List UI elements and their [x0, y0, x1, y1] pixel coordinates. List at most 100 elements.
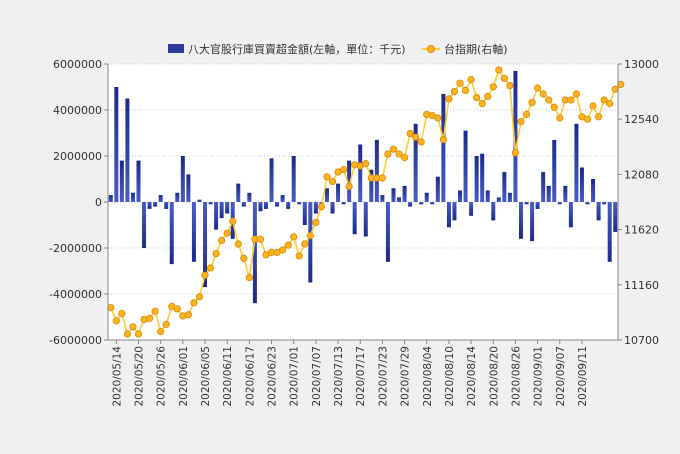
line-point: [384, 150, 392, 158]
line-point: [473, 94, 481, 102]
bar: [336, 183, 341, 202]
bar: [613, 202, 618, 232]
bar: [541, 172, 546, 202]
bar: [385, 202, 390, 262]
line-point: [301, 240, 309, 248]
bar: [546, 185, 551, 202]
x-tick-label: 2020/07/13: [333, 346, 345, 407]
bar: [275, 202, 280, 207]
bar: [380, 195, 385, 202]
bar: [286, 202, 291, 209]
line-point: [445, 95, 453, 103]
line-point: [389, 145, 398, 153]
bar: [358, 144, 363, 202]
bar: [474, 156, 479, 202]
line-point: [461, 86, 470, 95]
x-tick-label: 2020/07/17: [355, 346, 367, 407]
line-point: [467, 76, 475, 84]
line-point: [173, 305, 181, 313]
bar: [513, 70, 518, 203]
line-point: [567, 96, 575, 104]
legend-line-label: 台指期(右軸): [444, 42, 508, 56]
line-point: [495, 66, 503, 74]
line-point: [145, 314, 154, 322]
bar: [458, 190, 463, 202]
line-point: [450, 88, 459, 96]
x-tick-label: 2020/06/01: [178, 346, 190, 407]
line-point: [245, 273, 253, 282]
bar: [463, 130, 468, 202]
line-point: [517, 118, 525, 126]
line-point: [234, 240, 242, 248]
bar: [147, 202, 152, 209]
line-point: [201, 271, 209, 279]
bar: [347, 160, 352, 202]
bar: [130, 192, 135, 202]
line-point: [484, 92, 492, 101]
bar: [203, 202, 208, 288]
bar: [585, 202, 590, 205]
line-point: [328, 178, 337, 186]
line-point: [279, 246, 287, 254]
bar: [119, 160, 124, 202]
right-axis-ticks: 13000 12540 12080 11620 11160 10700: [618, 58, 659, 347]
x-tick-label: 2020/07/23: [377, 346, 389, 407]
legend: 八大官股行庫買賣超金額(左軸，單位：千元) 台指期(右軸): [168, 42, 508, 56]
bar: [142, 202, 147, 248]
bar: [313, 202, 318, 214]
x-tick-label: 2020/08/14: [466, 346, 478, 407]
bar: [241, 202, 246, 207]
bar: [114, 87, 119, 202]
line-point: [212, 250, 220, 258]
bar: [225, 202, 230, 214]
bar: [302, 202, 307, 225]
line-point: [556, 114, 564, 122]
bar: [197, 199, 202, 202]
bar: [397, 197, 402, 202]
line-point: [511, 149, 520, 157]
bar: [169, 202, 174, 265]
x-tick-label: 2020/05/14: [111, 346, 123, 407]
bar: [485, 190, 490, 202]
bar: [164, 202, 169, 209]
bar: [408, 202, 413, 207]
line-point: [306, 232, 314, 240]
bar: [402, 185, 407, 202]
bar: [596, 202, 601, 221]
line-point: [223, 229, 231, 237]
bar: [518, 202, 523, 239]
line-point: [478, 100, 486, 108]
x-tick-label: 2020/06/05: [200, 346, 212, 407]
line-series: [107, 66, 625, 338]
bar: [369, 169, 374, 202]
bar: [153, 202, 158, 207]
line-point: [594, 113, 603, 121]
line-point: [534, 84, 542, 92]
line-point: [400, 154, 409, 162]
left-tick-label: -2000000: [49, 242, 102, 255]
x-tick-label: 2020/08/20: [488, 346, 500, 407]
bar: [452, 202, 457, 221]
right-tick-label: 10700: [624, 334, 659, 347]
bar: [252, 202, 257, 304]
bar: [602, 202, 607, 205]
line-point: [506, 82, 514, 90]
left-tick-label: 2000000: [53, 150, 102, 163]
line-point: [617, 80, 625, 89]
line-point: [184, 311, 192, 319]
line-point: [284, 241, 292, 249]
line-point: [539, 90, 547, 98]
bar: [491, 202, 496, 221]
bar: [330, 202, 335, 214]
left-tick-label: 0: [95, 196, 102, 209]
line-point: [151, 307, 159, 315]
bar: [441, 93, 446, 202]
line-point: [572, 90, 581, 98]
line-point: [317, 203, 326, 211]
x-tick-label: 2020/05/26: [156, 346, 168, 407]
bar: [324, 188, 329, 202]
line-point: [118, 309, 126, 318]
line-point: [312, 218, 320, 226]
bar: [391, 188, 396, 202]
